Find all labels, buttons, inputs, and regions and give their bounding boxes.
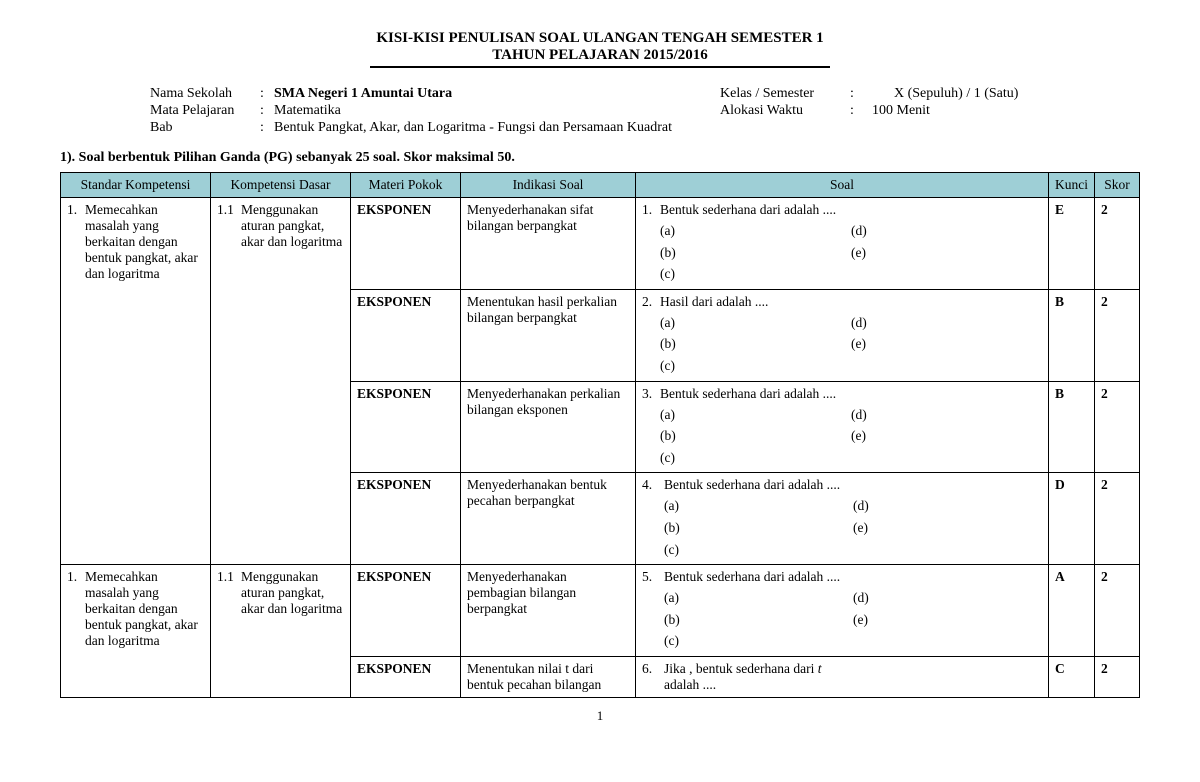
page-number: 1 bbox=[60, 708, 1140, 724]
cell-indikasi: Menyederhanakan bentuk pecahan berpangka… bbox=[461, 473, 636, 565]
cell-soal: 1. Bentuk sederhana dari adalah .... (a)… bbox=[636, 198, 1049, 290]
title-line-1: KISI-KISI PENULISAN SOAL ULANGAN TENGAH … bbox=[60, 30, 1140, 47]
cell-skor: 2 bbox=[1095, 656, 1140, 697]
cell-skor: 2 bbox=[1095, 381, 1140, 473]
cell-indikasi: Menyederhanakan pembagian bilangan berpa… bbox=[461, 565, 636, 657]
cell-kd: 1.1Menggunakan aturan pangkat, akar dan … bbox=[211, 565, 351, 698]
table-row: 1.Memecahkan masalah yang berkaitan deng… bbox=[61, 198, 1140, 290]
th-materi-pokok: Materi Pokok bbox=[351, 173, 461, 198]
cell-kunci: C bbox=[1049, 656, 1095, 697]
th-standar-kompetensi: Standar Kompetensi bbox=[61, 173, 211, 198]
cell-kunci: B bbox=[1049, 381, 1095, 473]
cell-sk: 1.Memecahkan masalah yang berkaitan deng… bbox=[61, 565, 211, 698]
th-skor: Skor bbox=[1095, 173, 1140, 198]
cell-soal: 5. Bentuk sederhana dari adalah .... (a)… bbox=[636, 565, 1049, 657]
table-row: 1.Memecahkan masalah yang berkaitan deng… bbox=[61, 565, 1140, 657]
document-title: KISI-KISI PENULISAN SOAL ULANGAN TENGAH … bbox=[60, 30, 1140, 68]
cell-indikasi: Menentukan hasil perkalian bilangan berp… bbox=[461, 289, 636, 381]
meta-chapter-label: Bab bbox=[150, 120, 260, 136]
cell-soal: 4. Bentuk sederhana dari adalah .... (a)… bbox=[636, 473, 1049, 565]
th-indikasi-soal: Indikasi Soal bbox=[461, 173, 636, 198]
meta-time-label: Alokasi Waktu bbox=[720, 103, 850, 119]
kisi-table: Standar Kompetensi Kompetensi Dasar Mate… bbox=[60, 172, 1140, 698]
cell-materi: EKSPONEN bbox=[351, 198, 461, 290]
cell-indikasi: Menyederhanakan perkalian bilangan ekspo… bbox=[461, 381, 636, 473]
cell-materi: EKSPONEN bbox=[351, 656, 461, 697]
meta-class: X (Sepuluh) / 1 (Satu) bbox=[894, 86, 1018, 102]
cell-skor: 2 bbox=[1095, 198, 1140, 290]
meta-subject: Matematika bbox=[274, 103, 341, 119]
cell-materi: EKSPONEN bbox=[351, 381, 461, 473]
cell-kd: 1.1Menggunakan aturan pangkat, akar dan … bbox=[211, 198, 351, 565]
cell-materi: EKSPONEN bbox=[351, 565, 461, 657]
meta-school: SMA Negeri 1 Amuntai Utara bbox=[274, 86, 452, 102]
cell-skor: 2 bbox=[1095, 565, 1140, 657]
th-soal: Soal bbox=[636, 173, 1049, 198]
cell-kunci: B bbox=[1049, 289, 1095, 381]
cell-indikasi: Menentukan nilai t dari bentuk pecahan b… bbox=[461, 656, 636, 697]
cell-kunci: D bbox=[1049, 473, 1095, 565]
section-1-heading: 1). Soal berbentuk Pilihan Ganda (PG) se… bbox=[60, 150, 1140, 166]
table-header-row: Standar Kompetensi Kompetensi Dasar Mate… bbox=[61, 173, 1140, 198]
cell-sk: 1.Memecahkan masalah yang berkaitan deng… bbox=[61, 198, 211, 565]
meta-time: 100 Menit bbox=[872, 103, 930, 119]
meta-chapter: Bentuk Pangkat, Akar, dan Logaritma - Fu… bbox=[274, 120, 672, 136]
meta-class-label: Kelas / Semester bbox=[720, 86, 850, 102]
title-line-2: TAHUN PELAJARAN 2015/2016 bbox=[60, 47, 1140, 64]
cell-skor: 2 bbox=[1095, 473, 1140, 565]
cell-soal: 3. Bentuk sederhana dari adalah .... (a)… bbox=[636, 381, 1049, 473]
cell-kunci: A bbox=[1049, 565, 1095, 657]
cell-indikasi: Menyederhanakan sifat bilangan berpangka… bbox=[461, 198, 636, 290]
th-kunci: Kunci bbox=[1049, 173, 1095, 198]
meta-subject-label: Mata Pelajaran bbox=[150, 103, 260, 119]
title-underline bbox=[370, 66, 830, 68]
meta-school-label: Nama Sekolah bbox=[150, 86, 260, 102]
cell-soal: 2. Hasil dari adalah .... (a) (b) (c) (d… bbox=[636, 289, 1049, 381]
cell-materi: EKSPONEN bbox=[351, 473, 461, 565]
cell-kunci: E bbox=[1049, 198, 1095, 290]
metadata-block: Nama Sekolah : SMA Negeri 1 Amuntai Utar… bbox=[150, 86, 1140, 136]
cell-skor: 2 bbox=[1095, 289, 1140, 381]
th-kompetensi-dasar: Kompetensi Dasar bbox=[211, 173, 351, 198]
cell-materi: EKSPONEN bbox=[351, 289, 461, 381]
cell-soal: 6. Jika , bentuk sederhana dari t adalah… bbox=[636, 656, 1049, 697]
